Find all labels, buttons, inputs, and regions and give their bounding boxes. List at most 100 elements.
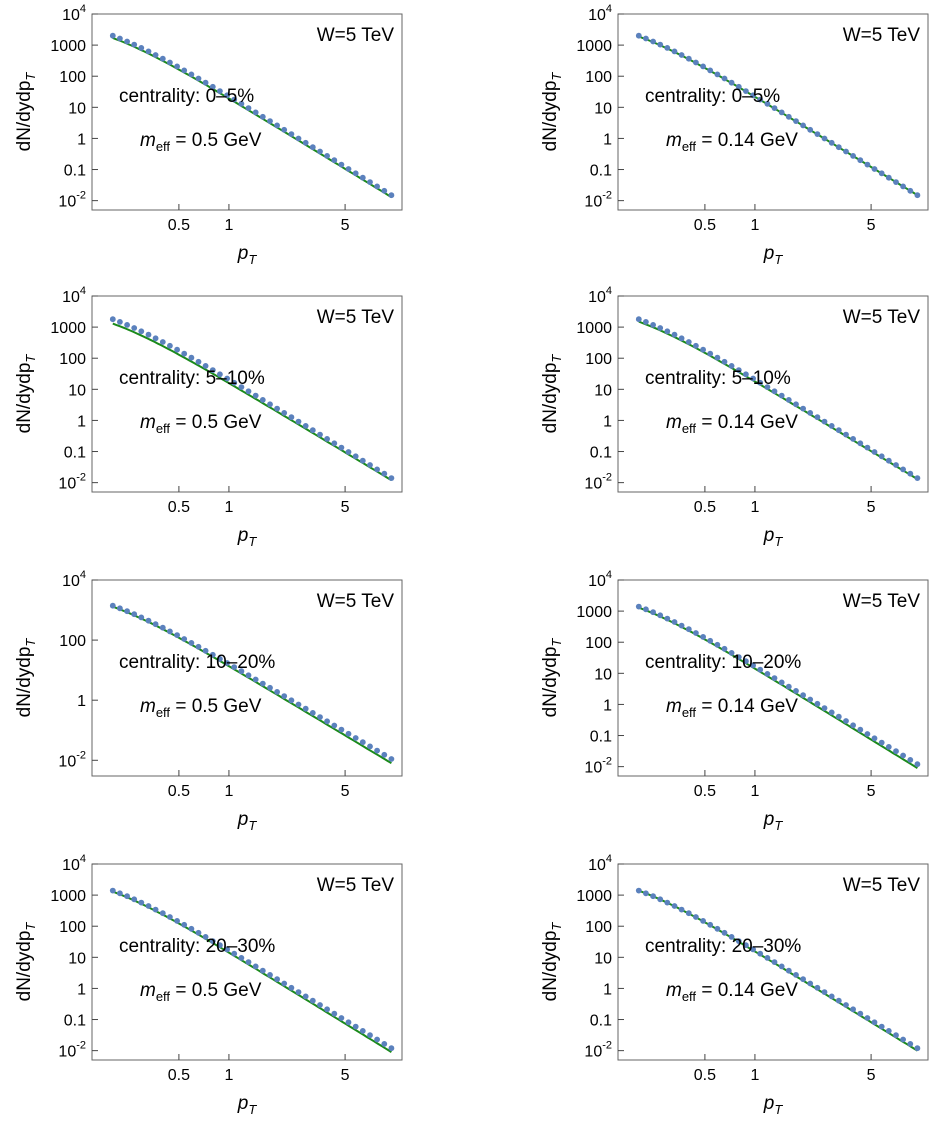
x-axis-label-main: p: [237, 1093, 249, 1114]
model-curve: [112, 36, 392, 198]
y-tick-label: 104: [588, 3, 612, 24]
x-axis-label-main: p: [763, 1093, 775, 1114]
data-point: [664, 328, 671, 335]
data-point: [124, 38, 130, 45]
data-point: [800, 976, 806, 983]
y-tick-mantissa: 0.1: [64, 163, 86, 180]
data-point: [721, 929, 728, 936]
y-tick-mantissa: 10: [594, 950, 612, 967]
data-point: [793, 688, 799, 694]
data-point: [793, 401, 799, 408]
energy-label: W=5 TeV: [843, 307, 921, 328]
data-point: [750, 92, 756, 99]
y-tick-label: 0.1: [590, 729, 612, 746]
data-point: [785, 683, 792, 690]
data-point: [109, 316, 116, 323]
data-point: [771, 105, 778, 111]
y-axis-label: dN/dydpT: [540, 354, 564, 434]
data-point: [231, 96, 238, 103]
data-point: [757, 96, 764, 103]
data-point: [238, 100, 245, 107]
data-point: [750, 946, 756, 953]
x-axis-label: pT: [237, 525, 258, 549]
data-point: [181, 67, 188, 74]
data-point: [145, 331, 152, 338]
x-tick-label: 5: [867, 499, 876, 516]
data-point: [728, 363, 735, 369]
x-tick-label: 0.5: [168, 1067, 190, 1084]
data-point: [700, 634, 706, 640]
data-point: [893, 1032, 899, 1039]
data-point: [800, 405, 806, 412]
data-point: [188, 640, 195, 646]
data-point: [224, 375, 231, 382]
data-point: [700, 63, 706, 70]
y-tick-mantissa: 1: [603, 413, 612, 430]
y-tick-mantissa: 0.1: [590, 445, 612, 462]
data-point: [678, 906, 685, 913]
x-axis-label: pT: [237, 243, 258, 267]
data-point: [138, 45, 145, 51]
y-tick-mantissa: 10: [594, 100, 612, 117]
plot-frame: [91, 863, 403, 1061]
x-tick-label: 1: [750, 217, 759, 234]
model-curve: [638, 320, 918, 480]
x-tick-label: 0.5: [694, 783, 716, 800]
data-point: [743, 942, 749, 949]
x-tick-label: 1: [750, 499, 759, 516]
plot-frame: [91, 13, 403, 211]
data-point: [281, 126, 288, 133]
data-point: [288, 414, 295, 421]
y-tick-label: 1: [77, 981, 86, 998]
data-point: [174, 63, 181, 70]
data-point: [635, 603, 642, 610]
data-point: [295, 135, 302, 142]
data-point: [707, 350, 714, 357]
data-point: [174, 346, 181, 353]
data-point: [345, 730, 352, 737]
data-point: [807, 126, 814, 133]
meff-value: = 0.5 GeV: [170, 130, 262, 151]
data-point: [209, 83, 216, 90]
y-tick-exponent: 4: [606, 569, 612, 581]
y-tick-label: 104: [62, 853, 86, 874]
y-tick-label: 10: [594, 382, 612, 399]
data-point: [252, 109, 259, 116]
data-point: [345, 166, 352, 172]
data-point: [871, 735, 878, 742]
data-point: [124, 893, 130, 900]
meff-label: meff = 0.5 GeV: [140, 696, 262, 720]
y-axis-label-main: dN/dydp: [540, 81, 561, 152]
y-tick-label: 1: [603, 131, 612, 148]
y-tick-exponent: 4: [606, 285, 612, 297]
y-axis-label: dN/dydpT: [540, 638, 564, 718]
y-tick-exponent: 4: [606, 853, 612, 865]
y-tick-label: 1000: [576, 320, 612, 337]
data-point: [331, 157, 338, 164]
x-axis-label-main: p: [237, 809, 249, 830]
data-point: [267, 972, 273, 978]
x-axis-label-sub: T: [248, 1102, 257, 1117]
y-tick-exponent: -2: [602, 190, 612, 202]
data-point: [374, 466, 380, 473]
data-point: [309, 997, 316, 1004]
y-tick-mantissa: 1: [603, 131, 612, 148]
y-tick-exponent: 4: [80, 569, 86, 581]
data-point: [231, 664, 238, 670]
y-tick-mantissa: 10: [584, 1044, 602, 1061]
data-point: [138, 899, 145, 906]
data-point: [217, 656, 223, 662]
data-point: [643, 319, 649, 325]
y-axis-label-main: dN/dydp: [14, 647, 35, 718]
data-point: [288, 131, 295, 138]
y-tick-mantissa: 10: [58, 476, 76, 493]
data-point: [324, 436, 330, 442]
data-point: [367, 743, 373, 750]
y-tick-exponent: -2: [76, 1040, 86, 1052]
data-point: [907, 757, 914, 763]
y-tick-label: 10: [594, 100, 612, 117]
data-point: [850, 722, 856, 729]
x-axis-label-sub: T: [774, 818, 783, 833]
data-point: [131, 896, 138, 903]
data-point: [864, 161, 871, 168]
